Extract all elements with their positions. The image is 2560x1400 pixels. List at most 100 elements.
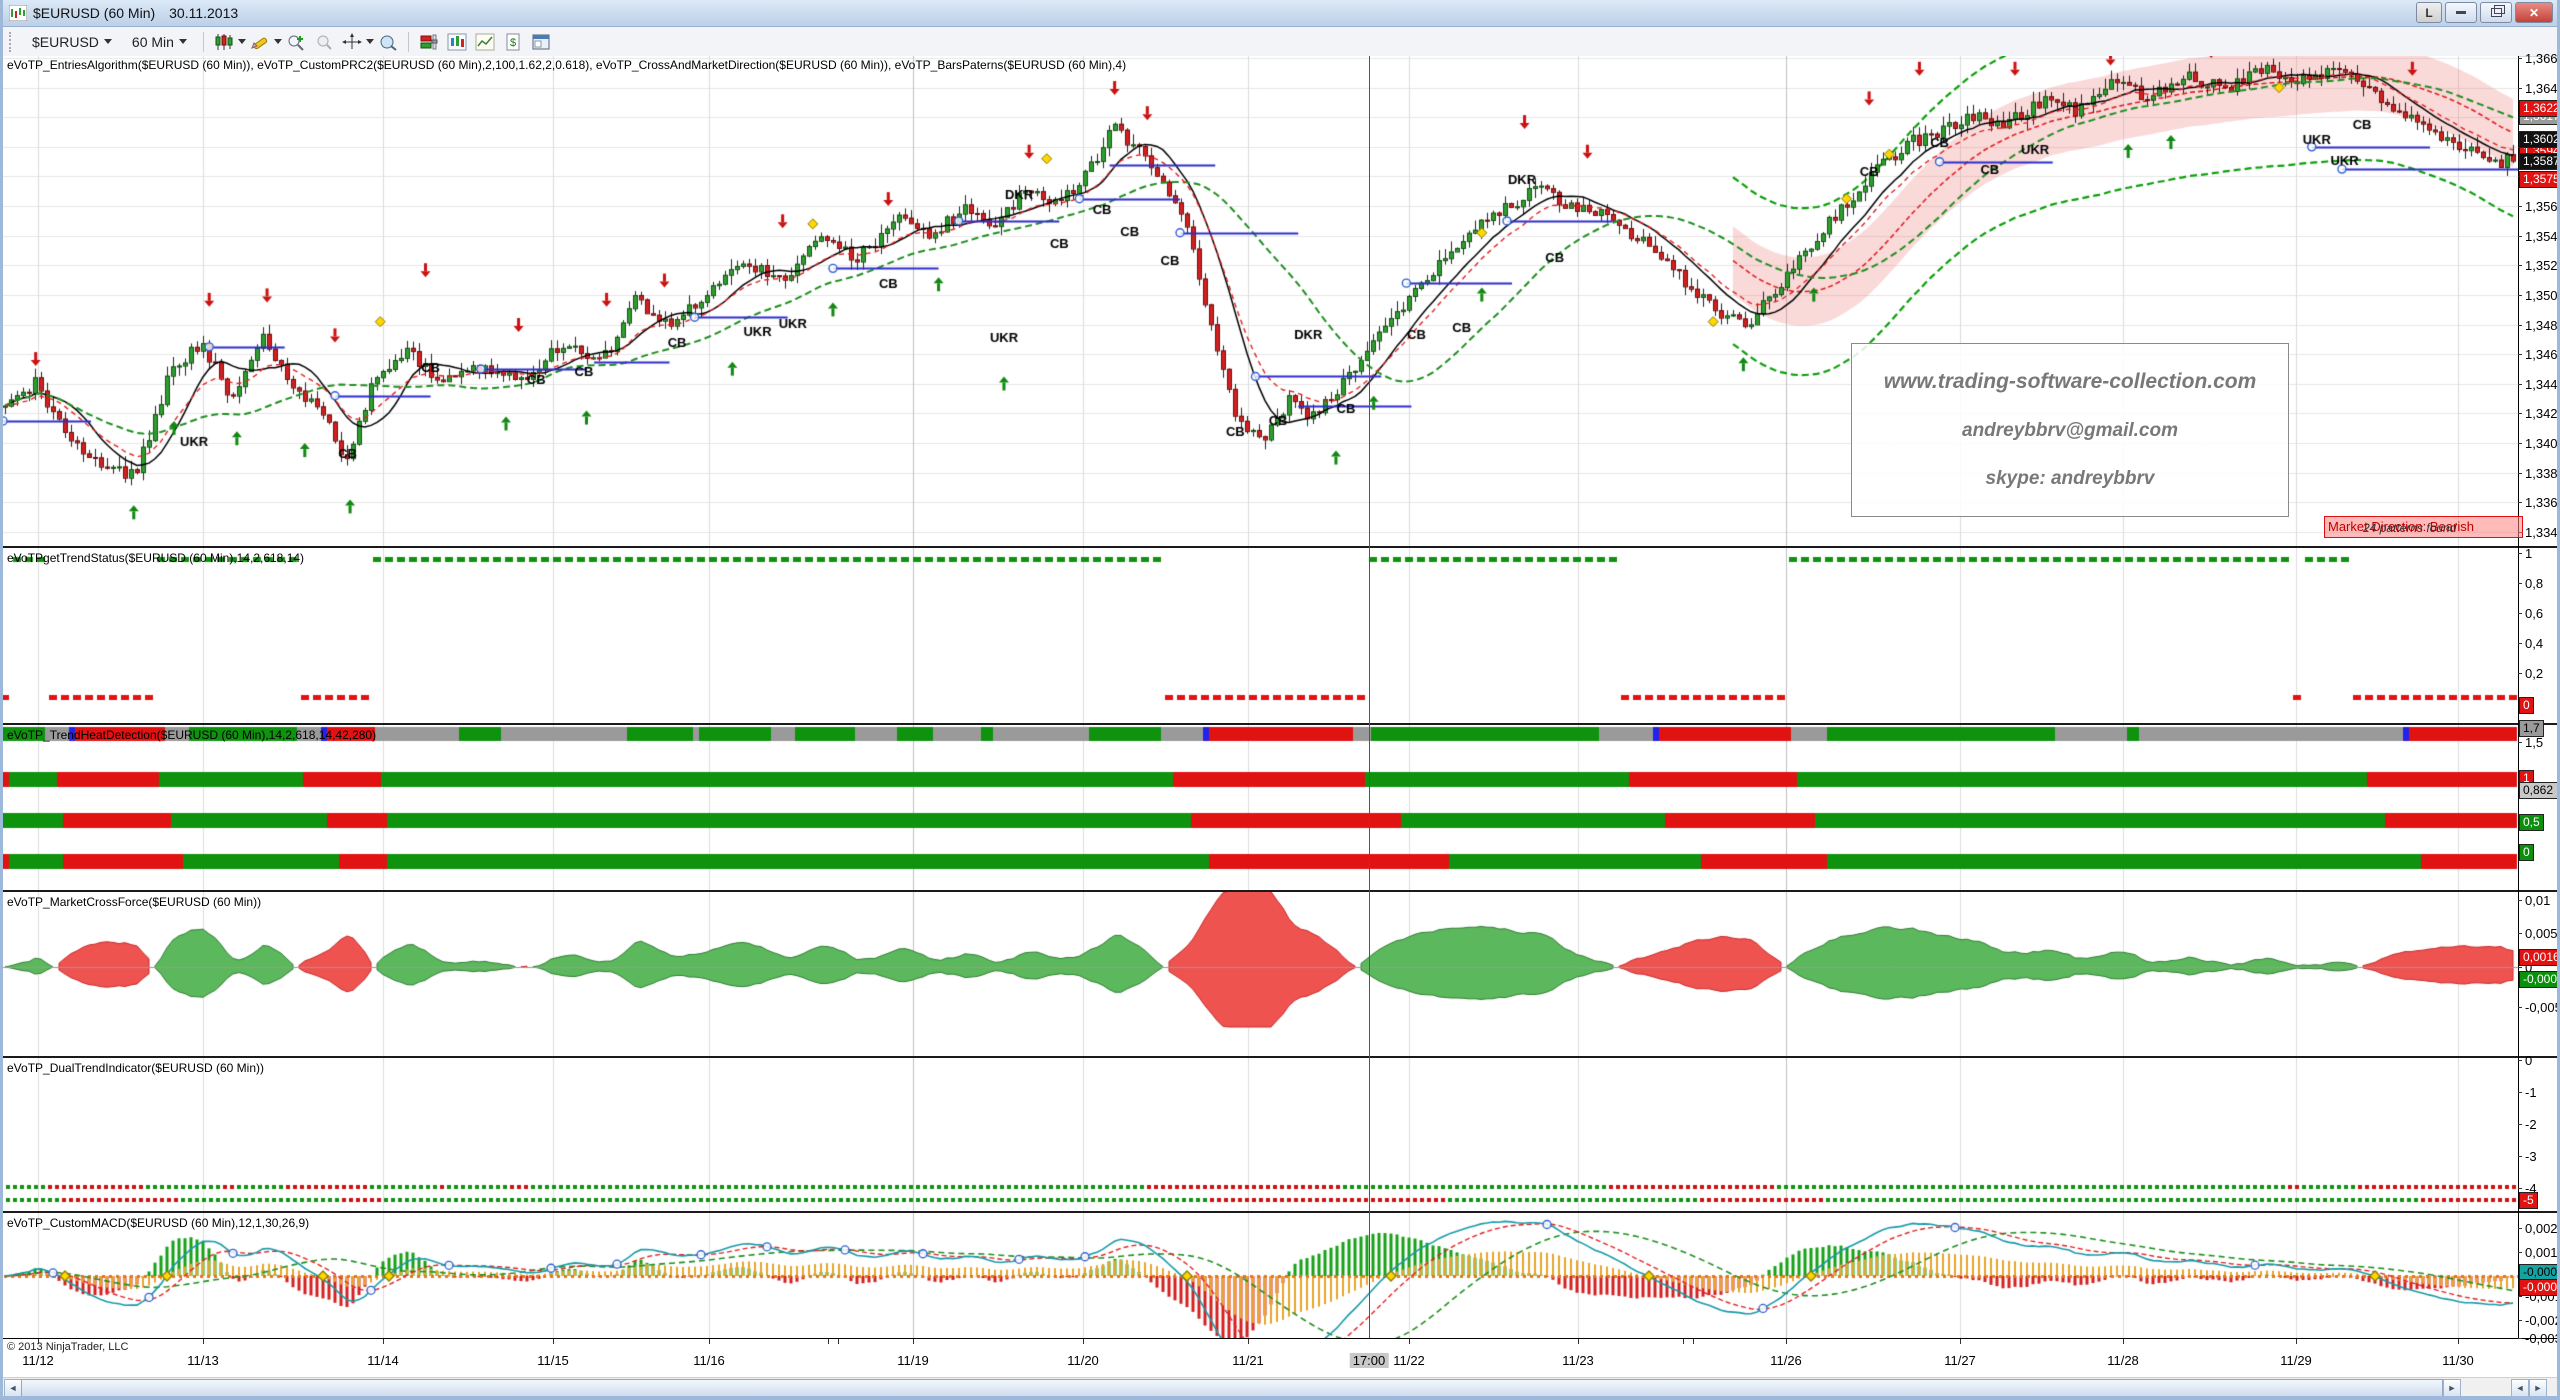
panel-separator[interactable] — [3, 723, 2557, 725]
titlebar[interactable]: $EURUSD (60 Min) 30.11.2013 L ✕ — [3, 0, 2557, 27]
time-axis-label: 11/19 — [897, 1353, 929, 1368]
chart-style-button[interactable] — [211, 30, 237, 54]
window-title: $EURUSD (60 Min) — [33, 5, 156, 21]
instrument-selector[interactable]: $EURUSD — [24, 31, 120, 53]
time-axis-tick — [913, 1339, 914, 1344]
price-axis-label: 1,3360 — [2525, 495, 2558, 510]
vendor-watermark: www.trading-software-collection.com andr… — [1851, 343, 2289, 517]
properties-button[interactable] — [528, 30, 554, 54]
instrument-label: $EURUSD — [32, 33, 99, 50]
price-axis-tick — [2518, 384, 2522, 385]
price-axis-tick — [2518, 295, 2522, 296]
crosshair-time-label: 17:00 — [1349, 1353, 1389, 1368]
indicator-axis-label: 0,01 — [2525, 893, 2551, 908]
scroll-step-right-button[interactable]: ► — [2529, 1379, 2547, 1397]
trend-status-panel-canvas[interactable] — [3, 548, 2518, 723]
minimize-button[interactable] — [2445, 2, 2477, 23]
indicator-axis-label: -2 — [2525, 1117, 2537, 1132]
panel-separator[interactable] — [3, 1056, 2557, 1058]
time-axis-tick — [1960, 1339, 1961, 1344]
time-axis[interactable]: 11/12 11/13 11/14 11/15 11/16 11/19 11/20 11/21… — [3, 1339, 2557, 1376]
indicator-value-marker: 0,00168 — [2519, 949, 2557, 966]
indicator-axis-label: -4 — [2525, 1181, 2537, 1196]
custom-macd-panel-canvas[interactable] — [3, 1213, 2518, 1338]
price-axis-label: 1,3560 — [2525, 199, 2558, 214]
close-button[interactable]: ✕ — [2515, 2, 2553, 23]
indicator-value-marker: -0,000825 — [2519, 971, 2557, 988]
chevron-down-icon[interactable] — [237, 39, 246, 44]
indicator-axis-tick — [2518, 1320, 2522, 1321]
time-axis-label: 11/20 — [1067, 1353, 1099, 1368]
time-axis-tick — [2123, 1339, 2124, 1344]
panel-separator[interactable] — [3, 546, 2557, 548]
watermark-skype: skype: andreybbrv — [1985, 468, 2155, 489]
price-axis-tick — [2518, 354, 2522, 355]
time-axis-label: 11/27 — [1944, 1353, 1976, 1368]
toolbar-separator — [407, 31, 409, 52]
indicator-axis-label: -0,005 — [2525, 1000, 2560, 1015]
indicator-axis-tick — [2518, 933, 2522, 934]
scroll-step-left-button[interactable]: ◄ — [2511, 1379, 2529, 1397]
chevron-down-icon[interactable] — [273, 39, 282, 44]
price-marker: 1,3602 — [2519, 131, 2557, 148]
indicator-axis-tick — [2518, 1188, 2522, 1189]
trend-heat-panel-canvas[interactable] — [3, 725, 2518, 890]
time-axis-tick — [553, 1339, 554, 1344]
market-analyzer-button[interactable] — [444, 30, 470, 54]
data-box-button[interactable] — [375, 30, 401, 54]
chevron-down-icon[interactable] — [365, 39, 374, 44]
indicator-axis-tick — [2518, 967, 2522, 968]
indicator-axis-label: -3 — [2525, 1149, 2537, 1164]
zoom-in-button[interactable] — [283, 30, 309, 54]
indicator-axis-label: -0,002 — [2525, 1313, 2560, 1328]
price-axis-label: 1,3480 — [2525, 318, 2558, 333]
market-cross-force-panel-canvas[interactable] — [3, 892, 2518, 1056]
svg-text:$: $ — [510, 37, 516, 49]
time-axis-tick — [1578, 1339, 1579, 1344]
time-axis-tick — [1409, 1339, 1410, 1344]
time-axis-tick — [38, 1339, 39, 1344]
toolbar-separator — [202, 31, 204, 52]
restore-button[interactable] — [2480, 2, 2512, 23]
toolbar-grip[interactable] — [9, 31, 16, 52]
report-button[interactable]: $ — [500, 30, 526, 54]
crosshair-button[interactable] — [339, 30, 365, 54]
indicator-axis-tick — [2518, 742, 2522, 743]
price-axis-tick — [2518, 502, 2522, 503]
window-bottom-border — [3, 1396, 2557, 1400]
indicator-value-marker: 1,7 — [2519, 720, 2544, 737]
indicator-axis-tick — [2518, 673, 2522, 674]
panel-separator[interactable] — [3, 890, 2557, 892]
time-axis-tick — [2458, 1339, 2459, 1344]
zoom-out-button[interactable] — [311, 30, 337, 54]
scroll-left-button[interactable]: ◄ — [4, 1379, 22, 1397]
indicator-axis-tick — [2518, 643, 2522, 644]
interval-selector[interactable]: 60 Min — [124, 31, 195, 53]
price-marker: 1,3575 — [2519, 171, 2557, 188]
indicator-axis-label: 0,4 — [2525, 636, 2544, 651]
price-axis-label: 1,3400 — [2525, 436, 2558, 451]
dual-trend-panel-canvas[interactable] — [3, 1058, 2518, 1211]
link-button[interactable]: L — [2416, 2, 2442, 23]
panel-separator[interactable] — [3, 1211, 2557, 1213]
time-axis-tick — [383, 1339, 384, 1344]
scroll-right-button[interactable]: ► — [2443, 1379, 2461, 1397]
indicator-value-marker: -0,000646 — [2519, 1279, 2557, 1296]
chart-style-icon — [215, 33, 233, 50]
crosshair-vertical-line — [1369, 56, 1370, 1338]
scrollbar-thumb[interactable] — [21, 1379, 2443, 1397]
indicator-value-marker: -0,0000936 — [2519, 1264, 2557, 1281]
horizontal-scrollbar[interactable]: ◄ ► ◄ ► — [3, 1377, 2557, 1397]
price-axis-label: 1,3460 — [2525, 347, 2558, 362]
drawing-tools-button[interactable] — [247, 30, 273, 54]
drawing-tools-icon — [251, 37, 268, 49]
mini-chart-button[interactable] — [472, 30, 498, 54]
price-axis-tick — [2518, 58, 2522, 59]
crosshair-icon — [341, 32, 362, 49]
restore-icon — [2490, 5, 2505, 17]
indicator-axis-tick — [2518, 1060, 2522, 1061]
market-direction-badge: Market Direction: Bearish 24 patterns fo… — [2324, 516, 2523, 538]
price-axis-tick — [2518, 473, 2522, 474]
chart-trader-button[interactable] — [416, 30, 442, 54]
chevron-down-icon — [178, 39, 187, 44]
